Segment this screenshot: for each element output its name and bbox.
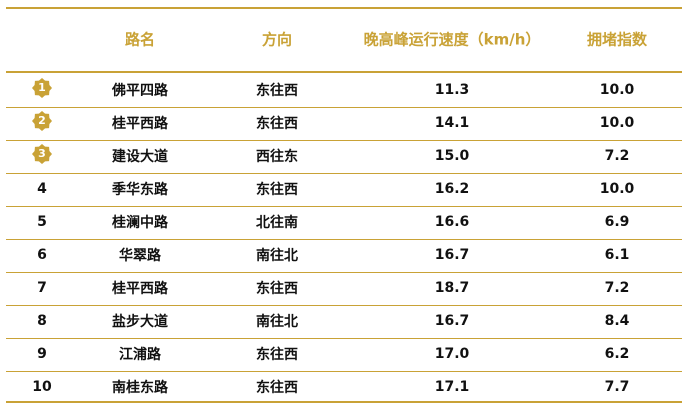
cell-text: 16.7	[434, 247, 470, 263]
header-rule	[6, 71, 682, 73]
cell-text: 东往西	[256, 83, 298, 99]
cell-text: 17.0	[434, 346, 470, 362]
cell-text: 15.0	[434, 148, 470, 164]
column-header: 晚高峰运行速度（km/h）	[363, 30, 541, 49]
cell-text: 16.2	[434, 181, 470, 197]
cell-text: 6.2	[604, 346, 630, 362]
rank-badge: 1	[32, 78, 52, 98]
badge-icon	[32, 144, 52, 164]
rank: 3	[38, 147, 46, 160]
cell-text: 17.1	[434, 379, 470, 395]
cell-text: 华翠路	[119, 248, 161, 264]
cell-text: 东往西	[256, 182, 298, 198]
rank: 8	[37, 313, 47, 329]
row-rule	[6, 106, 682, 108]
cell-text: 东往西	[256, 347, 298, 363]
column-header: 路名	[124, 30, 156, 49]
rank-badge: 3	[32, 144, 52, 164]
cell-text: 北往南	[256, 215, 298, 231]
cell-text: 江浦路	[119, 347, 161, 363]
cell-text: 8.4	[604, 313, 630, 329]
rank-badge: 2	[32, 111, 52, 131]
cell-text: 东往西	[256, 380, 298, 396]
cell-text: 桂平西路	[112, 281, 168, 297]
row-rule	[6, 139, 682, 141]
badge-icon	[32, 78, 52, 98]
cell-text: 桂澜中路	[112, 215, 168, 231]
cell-text: 南往北	[256, 314, 298, 330]
rank: 9	[37, 346, 47, 362]
rank: 1	[38, 81, 46, 94]
cell-text: 6.9	[604, 214, 630, 230]
cell-text: 南桂东路	[112, 380, 168, 396]
rank: 7	[37, 280, 47, 296]
cell-text: 7.2	[604, 148, 630, 164]
rank: 5	[37, 214, 47, 230]
row-rule	[6, 271, 682, 273]
row-rule	[6, 337, 682, 339]
row-rule	[6, 370, 682, 372]
cell-text: 16.6	[434, 214, 470, 230]
cell-text: 14.1	[434, 115, 470, 131]
cell-text: 桂平西路	[112, 116, 168, 132]
cell-text: 7.2	[604, 280, 630, 296]
bottom-rule	[6, 401, 682, 403]
cell-text: 建设大道	[112, 149, 168, 165]
cell-text: 佛平四路	[112, 83, 168, 99]
cell-text: 西往东	[256, 149, 298, 165]
cell-text: 11.3	[434, 82, 470, 98]
cell-text: 16.7	[434, 313, 470, 329]
cell-text: 东往西	[256, 281, 298, 297]
rank: 10	[32, 379, 52, 395]
cell-text: 盐步大道	[112, 314, 168, 330]
row-rule	[6, 304, 682, 306]
column-header: 拥堵指数	[586, 30, 648, 49]
row-rule	[6, 172, 682, 174]
top-rule	[6, 7, 682, 9]
cell-text: 10.0	[599, 181, 635, 197]
cell-text: 6.1	[604, 247, 630, 263]
rank: 2	[38, 114, 46, 127]
cell-text: 10.0	[599, 82, 635, 98]
column-header: 方向	[261, 30, 293, 49]
badge-icon	[32, 111, 52, 131]
cell-text: 7.7	[604, 379, 630, 395]
cell-text: 18.7	[434, 280, 470, 296]
cell-text: 10.0	[599, 115, 635, 131]
cell-text: 季华东路	[112, 182, 168, 198]
rank: 4	[37, 181, 47, 197]
row-rule	[6, 238, 682, 240]
cell-text: 东往西	[256, 116, 298, 132]
rank: 6	[37, 247, 47, 263]
cell-text: 南往北	[256, 248, 298, 264]
row-rule	[6, 205, 682, 207]
